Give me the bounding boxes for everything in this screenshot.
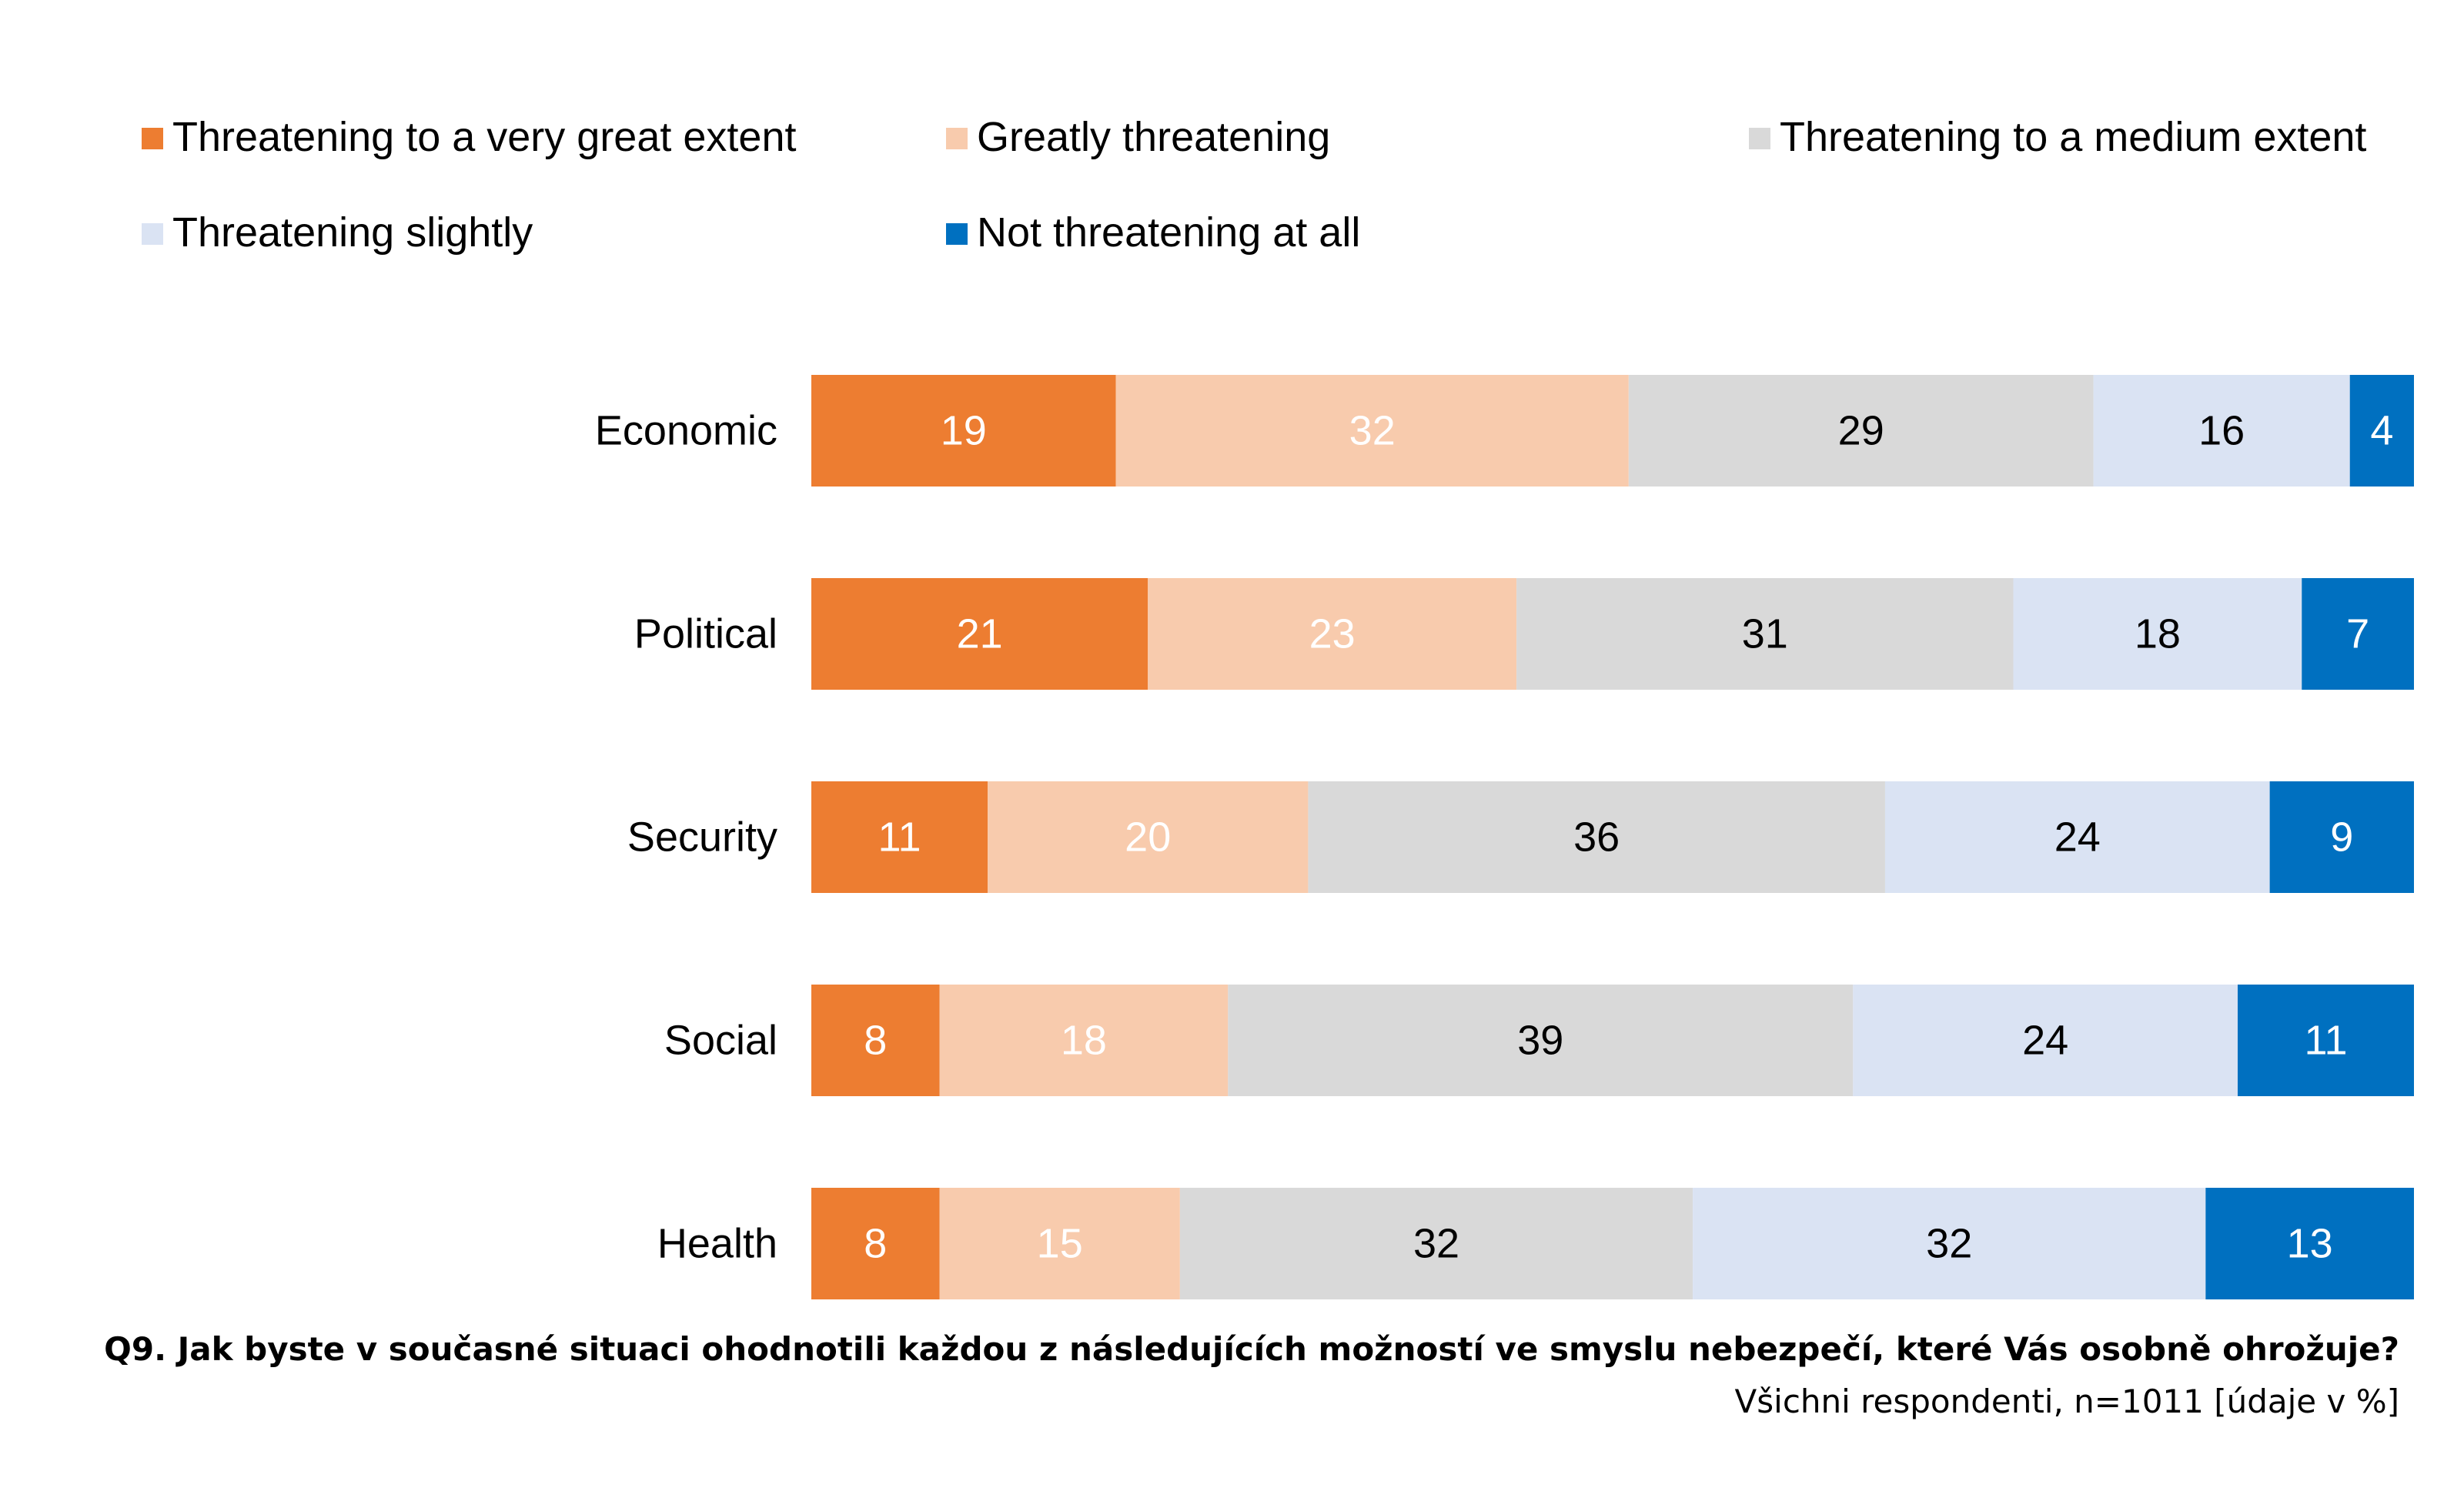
bar-social-greatly-threatening — [939, 985, 1229, 1096]
data-label-security-threatening-to-a-medium-extent: 36 — [1573, 814, 1620, 861]
bar-political-threatening-to-a-medium-extent — [1516, 578, 2014, 690]
legend-swatch-threatening-to-a-very-great-extent — [142, 128, 163, 149]
data-label-security-threatening-slightly: 24 — [2054, 814, 2101, 861]
data-label-social-greatly-threatening: 18 — [1061, 1018, 1107, 1064]
category-label-health: Health — [657, 1221, 777, 1267]
data-label-political-greatly-threatening: 23 — [1309, 611, 1356, 657]
data-label-political-threatening-to-a-very-great-extent: 21 — [957, 611, 1003, 657]
bar-health-not-threatening-at-all — [2205, 1188, 2414, 1299]
data-label-economic-threatening-slightly: 16 — [2198, 408, 2245, 454]
bar-security-threatening-slightly — [1884, 781, 2270, 893]
legend: Threatening to a very great extent Greatl… — [142, 114, 2366, 256]
bar-security-threatening-to-a-very-great-extent — [811, 781, 988, 893]
data-label-political-not-threatening-at-all: 7 — [2346, 611, 2369, 657]
bar-economic-not-threatening-at-all — [2349, 375, 2414, 487]
data-label-security-not-threatening-at-all: 9 — [2330, 814, 2353, 861]
legend-label-greatly-threatening: Greatly threatening — [977, 114, 1330, 160]
data-label-economic-threatening-to-a-medium-extent: 29 — [1838, 408, 1884, 454]
bar-economic-threatening-to-a-very-great-extent — [811, 375, 1116, 487]
sample-note: Všichni respondenti, n=1011 [údaje v %] — [1734, 1383, 2399, 1420]
data-label-political-threatening-to-a-medium-extent: 31 — [1742, 611, 1788, 657]
data-label-security-threatening-to-a-very-great-extent: 11 — [878, 814, 921, 861]
data-label-economic-threatening-to-a-very-great-extent: 19 — [941, 408, 987, 454]
bar-health-threatening-slightly — [1693, 1188, 2206, 1299]
data-label-health-greatly-threatening: 15 — [1037, 1221, 1083, 1267]
legend-swatch-threatening-to-a-medium-extent — [1749, 128, 1770, 149]
bars — [811, 375, 2414, 1299]
legend-swatch-threatening-slightly — [142, 223, 163, 245]
bar-social-threatening-slightly — [1853, 985, 2238, 1096]
legend-label-not-threatening-at-all: Not threatening at all — [977, 209, 1360, 256]
data-label-political-threatening-slightly: 18 — [2135, 611, 2181, 657]
category-labels: Economic Political Security Social Health — [595, 408, 777, 1267]
bar-security-greatly-threatening — [988, 781, 1309, 893]
category-label-political: Political — [634, 611, 777, 657]
legend-label-threatening-to-a-very-great-extent: Threatening to a very great extent — [172, 114, 796, 160]
data-label-economic-greatly-threatening: 32 — [1349, 408, 1396, 454]
bar-security-not-threatening-at-all — [2269, 781, 2414, 893]
bar-political-greatly-threatening — [1148, 578, 1517, 690]
bar-economic-threatening-slightly — [2093, 375, 2350, 487]
data-label-health-threatening-slightly: 32 — [1926, 1221, 1972, 1267]
bar-political-threatening-slightly — [2013, 578, 2302, 690]
data-label-social-threatening-slightly: 24 — [2022, 1018, 2068, 1064]
bar-social-threatening-to-a-medium-extent — [1228, 985, 1854, 1096]
bar-economic-greatly-threatening — [1115, 375, 1629, 487]
data-label-health-threatening-to-a-very-great-extent: 8 — [864, 1221, 887, 1267]
bar-economic-threatening-to-a-medium-extent — [1628, 375, 2094, 487]
bar-political-threatening-to-a-very-great-extent — [811, 578, 1148, 690]
category-label-social: Social — [664, 1018, 777, 1064]
question-text: Q9. Jak byste v současné situaci ohodnot… — [104, 1330, 2399, 1368]
category-label-economic: Economic — [595, 408, 777, 454]
bar-political-not-threatening-at-all — [2302, 578, 2414, 690]
bar-social-threatening-to-a-very-great-extent — [811, 985, 940, 1096]
legend-swatch-greatly-threatening — [946, 128, 968, 149]
data-label-health-not-threatening-at-all: 13 — [2287, 1221, 2333, 1267]
data-label-social-threatening-to-a-very-great-extent: 8 — [864, 1018, 887, 1064]
data-label-social-threatening-to-a-medium-extent: 39 — [1517, 1018, 1563, 1064]
data-labels: 19 32 29 16 4 21 23 31 18 7 11 20 36 24 9 8 18 39 24 11 8 15 3… — [864, 408, 2393, 1267]
bar-security-threatening-to-a-medium-extent — [1308, 781, 1885, 893]
bar-health-threatening-to-a-very-great-extent — [811, 1188, 940, 1299]
category-label-security: Security — [627, 814, 777, 861]
data-label-health-threatening-to-a-medium-extent: 32 — [1413, 1221, 1459, 1267]
legend-swatch-not-threatening-at-all — [946, 223, 968, 245]
data-label-security-greatly-threatening: 20 — [1125, 814, 1171, 861]
bar-social-not-threatening-at-all — [2237, 985, 2414, 1096]
data-label-social-not-threatening-at-all: 11 — [2304, 1018, 2347, 1064]
bar-health-greatly-threatening — [939, 1188, 1180, 1299]
bar-health-threatening-to-a-medium-extent — [1179, 1188, 1693, 1299]
legend-label-threatening-to-a-medium-extent: Threatening to a medium extent — [1780, 114, 2366, 160]
data-label-economic-not-threatening-at-all: 4 — [2370, 408, 2393, 454]
legend-label-threatening-slightly: Threatening slightly — [172, 209, 533, 256]
